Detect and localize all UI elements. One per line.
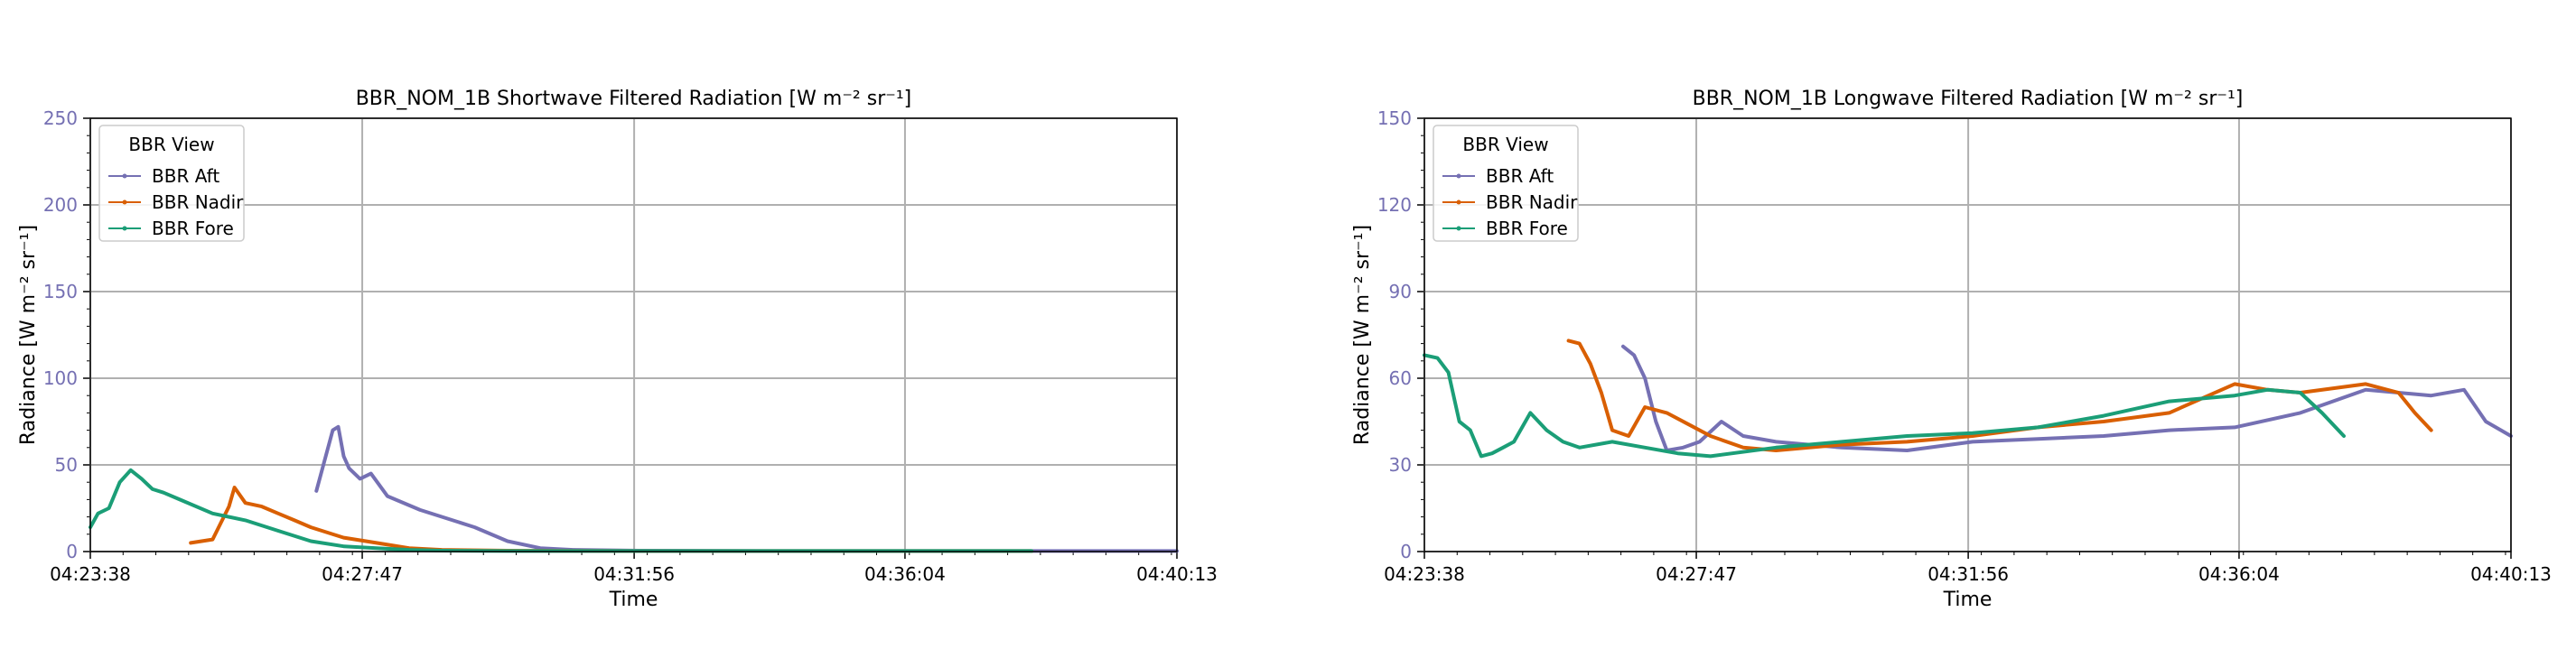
- y-tick-label: 0: [66, 541, 78, 562]
- axes-frame: [89, 117, 1178, 552]
- x-tick-label: 04:23:38: [1384, 563, 1465, 585]
- y-tick-label: 30: [1389, 454, 1412, 476]
- legend-marker-fore: [122, 226, 127, 231]
- legend-marker-nadir: [122, 199, 127, 205]
- legend-marker-aft: [122, 173, 127, 179]
- y-tick-label: 120: [1377, 194, 1412, 216]
- legend-marker-aft: [1456, 173, 1461, 179]
- legend-label-fore: BBR Fore: [152, 218, 234, 239]
- y-tick-label: 100: [43, 367, 78, 389]
- x-tick-label: 04:27:47: [322, 563, 403, 585]
- y-tick-label: 60: [1389, 367, 1412, 389]
- shortwave-chart: 0 50 100 150 200 250 04:23:38 04:27:47 04:31:56 0…: [17, 88, 1218, 611]
- legend-title: BBR View: [128, 134, 214, 155]
- series-line-aft: [1621, 344, 2513, 452]
- legend-marker-nadir: [1456, 199, 1461, 205]
- series-line-fore: [1423, 353, 2346, 459]
- x-tick-label: 04:23:38: [50, 563, 131, 585]
- legend-label-aft: BBR Aft: [152, 165, 219, 187]
- legend-label-nadir: BBR Nadir: [152, 191, 244, 213]
- y-tick-label: 50: [55, 454, 78, 476]
- x-tick-label: 04:31:56: [593, 563, 675, 585]
- legend-label-aft: BBR Aft: [1486, 165, 1554, 187]
- chart-title: BBR_NOM_1B Shortwave Filtered Radiation …: [356, 88, 912, 110]
- legend-box: [1433, 125, 1579, 242]
- y-tick-label: 150: [43, 281, 78, 302]
- x-tick-label: 04:27:47: [1656, 563, 1737, 585]
- legend-box: [98, 125, 245, 242]
- y-tick-label: 0: [1400, 541, 1412, 562]
- y-tick-label: 200: [43, 194, 78, 216]
- axes-frame: [1423, 117, 2512, 552]
- legend-label-fore: BBR Fore: [1486, 218, 1568, 239]
- x-axis-label: Time: [609, 589, 658, 611]
- y-tick-label: 90: [1389, 281, 1412, 302]
- y-axis-label: Radiance [W m⁻² sr⁻¹]: [17, 225, 40, 445]
- chart-title: BBR_NOM_1B Longwave Filtered Radiation […: [1693, 88, 2244, 110]
- x-tick-label: 04:36:04: [864, 563, 946, 585]
- x-tick-label: 04:31:56: [1927, 563, 2009, 585]
- y-tick-label: 150: [1377, 107, 1412, 129]
- legend-title: BBR View: [1462, 134, 1548, 155]
- legend-label-nadir: BBR Nadir: [1486, 191, 1578, 213]
- longwave-chart: 0 30 60 90 120 150 04:23:38 04:27:47 04:31:56 04:…: [1351, 88, 2552, 611]
- x-tick-label: 04:36:04: [2198, 563, 2280, 585]
- legend-marker-fore: [1456, 226, 1461, 231]
- y-axis-label: Radiance [W m⁻² sr⁻¹]: [1351, 225, 1374, 445]
- x-tick-label: 04:40:13: [2470, 563, 2552, 585]
- x-tick-label: 04:40:13: [1136, 563, 1218, 585]
- x-axis-label: Time: [1943, 589, 1993, 611]
- y-tick-label: 250: [43, 107, 78, 129]
